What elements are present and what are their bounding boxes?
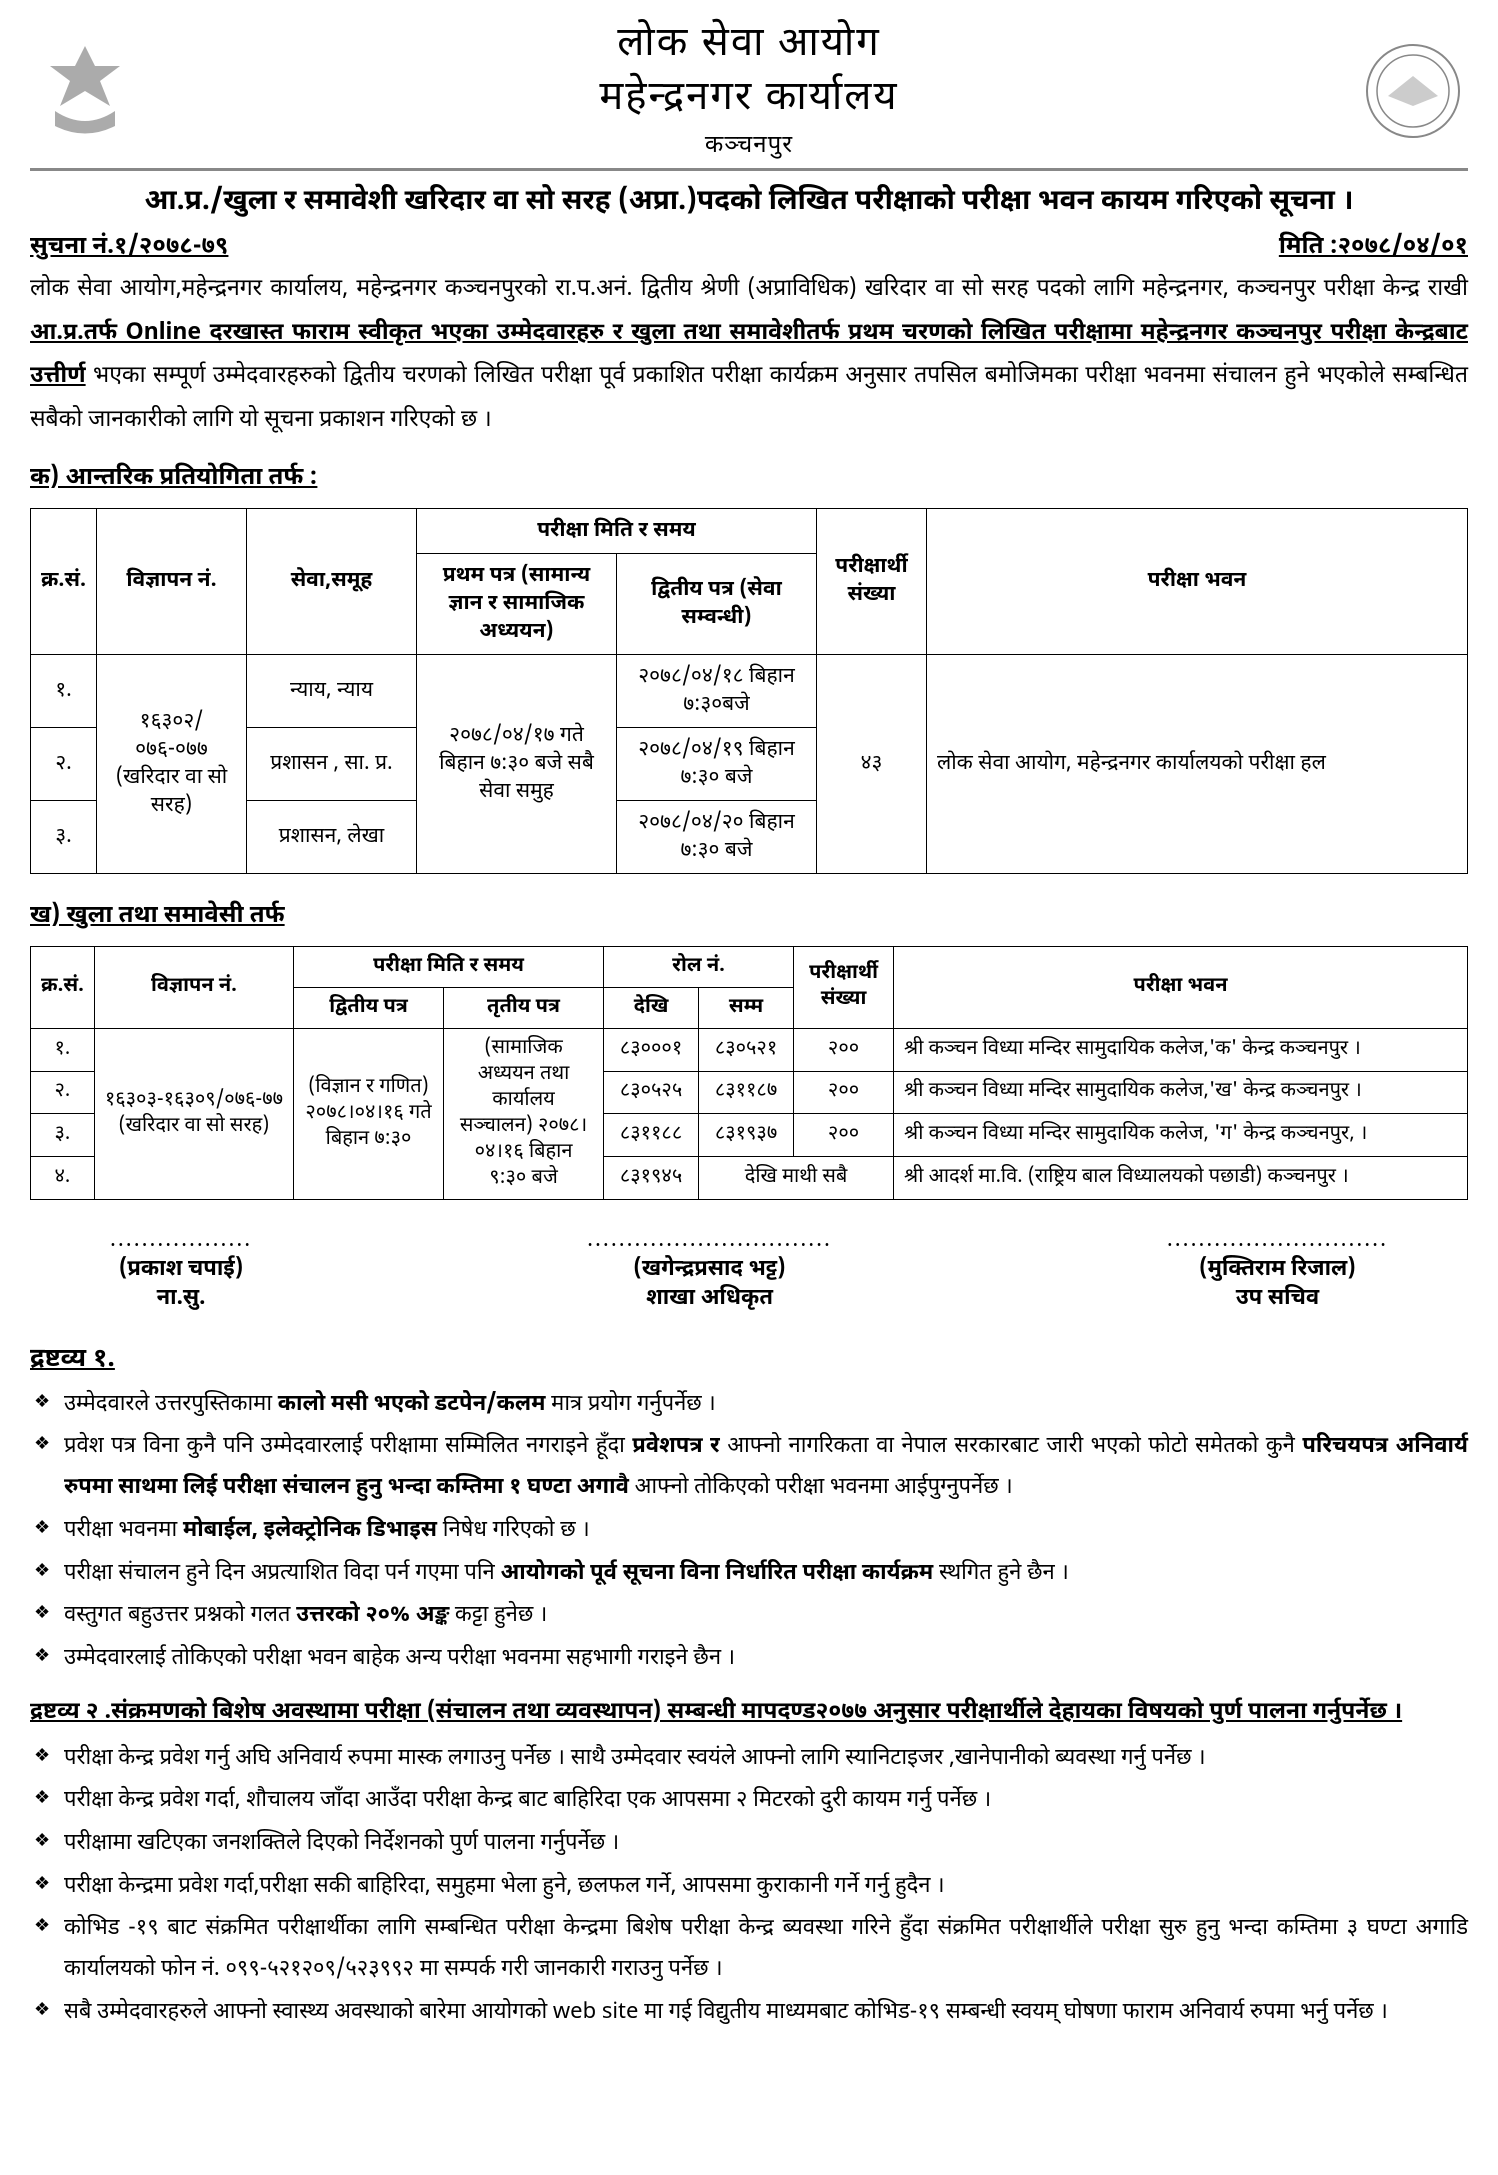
location: कञ्चनपुर	[140, 130, 1358, 162]
list-item: परीक्षामा खटिएका जनशक्तिले दिएको निर्देश…	[64, 1824, 1468, 1865]
notice-date: मिति :२०७८/०४/०१	[1279, 231, 1468, 263]
org-name: लोक सेवा आयोग	[140, 20, 1358, 72]
notice-body: लोक सेवा आयोग,महेन्द्रनगर कार्यालय, महेन…	[30, 269, 1468, 444]
psc-seal-icon	[1358, 36, 1468, 146]
notice-number: सुचना नं.१/२०७८-७९	[30, 231, 228, 263]
signatory-2: ............................... (खगेन्द्…	[587, 1226, 832, 1313]
list-item: परीक्षा संचालन हुने दिन अप्रत्याशित विदा…	[64, 1554, 1468, 1595]
section-b-header: ख) खुला तथा समावेसी तर्फ	[30, 900, 1468, 932]
signature-block: .................. (प्रकाश चपाई) ना.सु. …	[110, 1226, 1388, 1313]
list-item: उम्मेदवारलाई तोकिएको परीक्षा भवन बाहेक अ…	[64, 1639, 1468, 1680]
list-item: परीक्षा केन्द्र प्रवेश गर्नु अघि अनिवार्…	[64, 1739, 1468, 1780]
table-open: क्र.सं. विज्ञापन नं. परीक्षा मिति र समय …	[30, 946, 1468, 1200]
office-name: महेन्द्रनगर कार्यालय	[140, 74, 1358, 126]
list-item: वस्तुगत बहुउत्तर प्रश्नको गलत उत्तरको २०…	[64, 1596, 1468, 1637]
list-item: परीक्षा केन्द्रमा प्रवेश गर्दा,परीक्षा स…	[64, 1867, 1468, 1908]
table-row: १. १६३०२/ ०७६-०७७ (खरिदार वा सो सरह) न्य…	[31, 654, 1468, 727]
drastabya-2-list: परीक्षा केन्द्र प्रवेश गर्नु अघि अनिवार्…	[30, 1739, 1468, 2034]
section-a-header: क) आन्तरिक प्रतियोगिता तर्फ :	[30, 462, 1468, 494]
signatory-1: .................. (प्रकाश चपाई) ना.सु.	[110, 1226, 252, 1313]
drastabya-1-list: उम्मेदवारले उत्तरपुस्तिकामा कालो मसी भएक…	[30, 1385, 1468, 1680]
list-item: परीक्षा केन्द्र प्रवेश गर्दा, शौचालय जाँ…	[64, 1781, 1468, 1822]
table-internal: क्र.सं. विज्ञापन नं. सेवा,समूह परीक्षा म…	[30, 508, 1468, 874]
drastabya-2-title: द्रष्टव्य २ .संक्रमणको बिशेष अवस्थामा पर…	[30, 1694, 1468, 1733]
notice-title: आ.प्र./खुला र समावेशी खरिदार वा सो सरह (…	[30, 185, 1468, 221]
table-row: १. १६३०३-१६३०९/०७६-७७ (खरिदार वा सो सरह)…	[31, 1028, 1468, 1071]
nepal-emblem-icon	[30, 36, 140, 146]
drastabya-1-title: द्रष्टव्य १.	[30, 1343, 1468, 1377]
signatory-3: ............................ (मुक्तिराम …	[1167, 1226, 1388, 1313]
list-item: प्रवेश पत्र विना कुनै पनि उम्मेदवारलाई प…	[64, 1427, 1468, 1508]
list-item: सबै उम्मेदवारहरुले आफ्नो स्वास्थ्य अवस्थ…	[64, 1993, 1468, 2034]
list-item: उम्मेदवारले उत्तरपुस्तिकामा कालो मसी भएक…	[64, 1385, 1468, 1426]
list-item: कोभिड -१९ बाट संक्रमित परीक्षार्थीका लाग…	[64, 1909, 1468, 1990]
list-item: परीक्षा भवनमा मोबाईल, इलेक्ट्रोनिक डिभाइ…	[64, 1511, 1468, 1552]
document-header: लोक सेवा आयोग महेन्द्रनगर कार्यालय कञ्चन…	[30, 20, 1468, 171]
